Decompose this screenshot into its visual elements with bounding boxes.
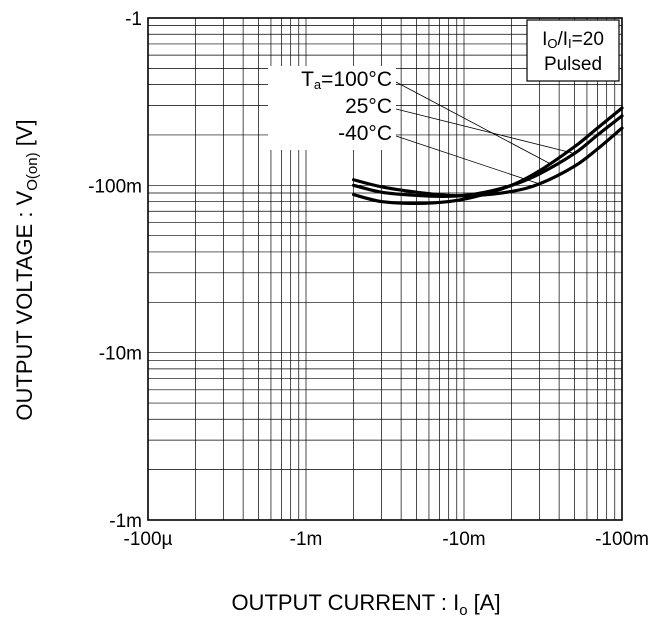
y-axis-title-main: OUTPUT VOLTAGE : V bbox=[12, 190, 37, 420]
y-axis-title: OUTPUT VOLTAGE : VO(on) [V] bbox=[12, 119, 41, 420]
x-axis-title: OUTPUT CURRENT : Io [A] bbox=[231, 590, 500, 618]
y-tick-label: -1m bbox=[109, 511, 142, 532]
ratio-ii-sub: I bbox=[568, 36, 572, 51]
y-tick-label: -10m bbox=[99, 344, 142, 365]
ratio-slash: /I bbox=[557, 29, 568, 50]
condition-ratio: IO/II=20 bbox=[542, 29, 604, 51]
x-tick-label: -100m bbox=[595, 529, 649, 550]
y-axis-title-sub: O(on) bbox=[24, 152, 41, 190]
legend-label-100c: Ta=100°C bbox=[301, 68, 392, 92]
x-axis-title-main: OUTPUT CURRENT : I bbox=[231, 590, 459, 615]
y-ticks: -1 -100m -10m -1m bbox=[88, 9, 142, 532]
legend-label-bg bbox=[268, 66, 396, 150]
legend-prefix-sub: a bbox=[314, 77, 322, 92]
ratio-value: =20 bbox=[572, 29, 604, 50]
legend-name-100c: =100°C bbox=[321, 68, 392, 91]
plot-frame bbox=[147, 17, 623, 521]
legend-leader-line bbox=[395, 135, 540, 185]
ratio-io: I bbox=[542, 29, 547, 50]
y-axis-title-unit: [V] bbox=[12, 119, 37, 152]
legend-leader-line bbox=[395, 108, 575, 154]
ratio-io-sub: O bbox=[547, 36, 557, 51]
series-line-minus40c bbox=[351, 126, 624, 198]
x-tick-label: -100µ bbox=[124, 529, 173, 550]
legend-label-25c: 25°C bbox=[345, 95, 392, 118]
x-ticks: -100µ -1m -10m -100m bbox=[124, 529, 649, 550]
legend-prefix-main: T bbox=[301, 68, 314, 91]
x-axis-title-sub: o bbox=[459, 602, 467, 618]
series-line-25c bbox=[351, 114, 624, 198]
series-layer bbox=[351, 106, 624, 205]
x-axis-title-unit: [A] bbox=[468, 590, 501, 615]
legend-label-minus40c: -40°C bbox=[338, 122, 392, 145]
legend-leaders bbox=[395, 81, 575, 185]
x-tick-label: -1m bbox=[290, 529, 323, 550]
legend-leader-line bbox=[395, 81, 551, 164]
y-tick-label: -1 bbox=[125, 9, 142, 30]
condition-box bbox=[526, 19, 620, 82]
x-tick-label: -10m bbox=[442, 529, 485, 550]
y-tick-label: -100m bbox=[88, 176, 142, 197]
condition-mode: Pulsed bbox=[544, 54, 602, 75]
